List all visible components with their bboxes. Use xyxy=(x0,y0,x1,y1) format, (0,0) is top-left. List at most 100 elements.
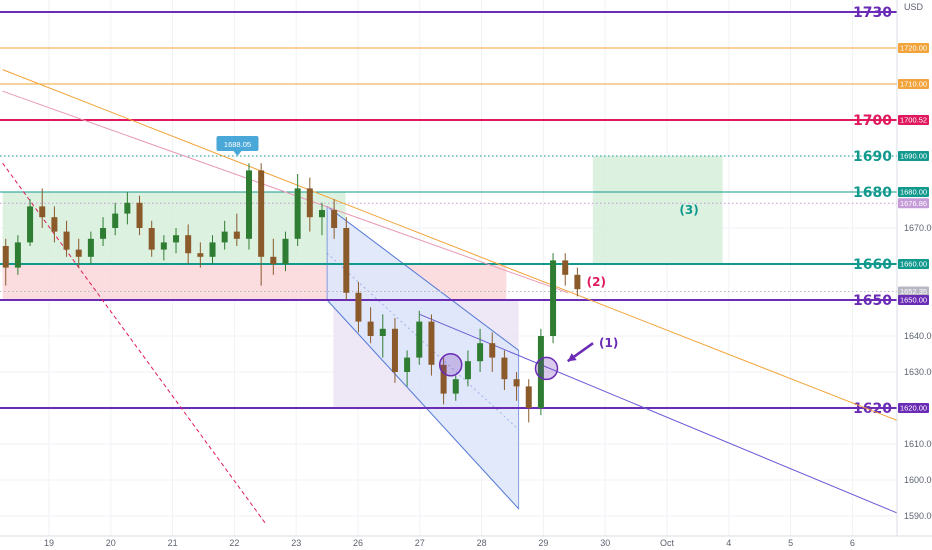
time-tick-label: 22 xyxy=(229,538,239,548)
price-tag-text: 1720.00 xyxy=(900,44,927,53)
highlight-circle xyxy=(534,356,559,381)
candle-body xyxy=(367,321,374,336)
level-label-1690: 1690 xyxy=(853,149,892,165)
candle-body xyxy=(525,386,532,408)
candle-body xyxy=(87,238,94,257)
price-tag-box xyxy=(898,79,929,89)
candle-body xyxy=(477,343,484,362)
candle-body xyxy=(221,231,228,243)
candle-body xyxy=(452,379,459,394)
candle-body xyxy=(416,321,423,358)
pink-trendline xyxy=(2,90,569,294)
price-tag-text: 1680.00 xyxy=(900,188,927,197)
candle-body xyxy=(112,213,119,228)
annotation-label: (2) xyxy=(587,275,606,289)
level-label-1660: 1660 xyxy=(853,257,892,273)
price-tick-label: 1610.00 xyxy=(904,439,932,449)
candle-body xyxy=(489,343,496,358)
levels-layer: 1730 1700 1690 1680 1660 1650 1620 xyxy=(0,5,897,417)
candle-body xyxy=(391,328,398,372)
candle-body xyxy=(173,235,180,243)
price-tag-text: 1660.00 xyxy=(900,260,927,269)
candle-body xyxy=(343,228,350,293)
annotation-label: (3) xyxy=(679,203,698,217)
price-tag-box xyxy=(898,115,929,125)
time-axis-background xyxy=(0,536,932,550)
price-tick-label: 1640.00 xyxy=(904,331,932,341)
candle-body xyxy=(513,379,520,387)
price-tick-label: 1590.00 xyxy=(904,511,932,521)
candle-body xyxy=(2,246,9,268)
candle-body xyxy=(245,170,252,239)
candle-body xyxy=(39,206,46,218)
price-tag-text: 1710.00 xyxy=(900,80,927,89)
annotation-label: (1) xyxy=(599,336,618,350)
level-label-1680: 1680 xyxy=(853,185,892,201)
price-tag-text: 1676.86 xyxy=(900,199,927,208)
candle-body xyxy=(51,217,58,232)
price-tag-text: 1650.00 xyxy=(900,296,927,305)
price-tag-box xyxy=(898,198,929,209)
time-tick-label: 26 xyxy=(353,538,363,548)
price-tick-label: 1600.00 xyxy=(904,475,932,485)
candle-body xyxy=(550,260,557,336)
candle-body xyxy=(404,357,411,372)
time-tick-label: Oct xyxy=(660,538,675,548)
orange-trendline xyxy=(2,69,932,435)
time-tick-label: 27 xyxy=(415,538,425,548)
candle-body xyxy=(233,231,240,239)
channel-mid-line xyxy=(326,252,519,430)
annotations-layer: 1688.05 (1) (2) (3) xyxy=(216,136,699,381)
level-label-1650: 1650 xyxy=(853,293,892,309)
currency-label: USD xyxy=(904,2,924,12)
candle-body xyxy=(148,228,155,250)
candle-body xyxy=(14,242,21,268)
candle-body xyxy=(197,253,204,257)
red-dashed-trendline xyxy=(2,162,266,524)
candle-body xyxy=(318,210,325,218)
candle-body xyxy=(562,260,569,275)
price-callout-pointer xyxy=(233,151,242,157)
price-axis[interactable]: USD 1720.00 1710.00 1700.52 1690.00 1680.00 1… xyxy=(896,0,932,536)
candle-body xyxy=(331,210,338,228)
highlight-circle xyxy=(438,353,463,377)
candle-body xyxy=(464,361,471,380)
price-callout-text: 1688.05 xyxy=(224,140,251,149)
level-label-1730: 1730 xyxy=(853,5,892,21)
level-label-1700: 1700 xyxy=(853,113,892,129)
candle-body xyxy=(282,238,289,264)
level-label-1620: 1620 xyxy=(853,401,892,417)
time-tick-label: 5 xyxy=(788,538,793,548)
price-tag-box xyxy=(898,43,929,53)
price-tag-text: 1620.00 xyxy=(900,404,927,413)
price-tag-text: 1700.52 xyxy=(900,116,927,125)
candle-body xyxy=(537,336,544,408)
price-tag-text: 1652.35 xyxy=(900,287,927,296)
candle-body xyxy=(185,235,192,254)
time-tick-label: 4 xyxy=(726,538,731,548)
price-tag-box xyxy=(898,187,929,197)
time-tick-label: 20 xyxy=(106,538,116,548)
time-tick-label: 29 xyxy=(538,538,548,548)
channel-lower-line xyxy=(326,299,520,510)
price-tag-box xyxy=(898,403,929,413)
time-tick-label: 21 xyxy=(168,538,178,548)
candle-body xyxy=(379,328,386,336)
candle-body xyxy=(574,274,581,290)
candle-body xyxy=(355,292,362,322)
candle-body xyxy=(501,357,508,380)
time-tick-label: 6 xyxy=(850,538,855,548)
price-tag-box xyxy=(898,286,929,297)
candle-body xyxy=(75,249,82,257)
price-callout-box xyxy=(216,136,259,152)
candle-body xyxy=(209,242,216,257)
price-tag-box xyxy=(898,295,929,305)
price-tag-box xyxy=(898,259,929,269)
time-axis[interactable]: 19 20 21 22 23 26 27 28 29 30 Oct 4 5 6 xyxy=(0,535,932,550)
candles-layer[interactable] xyxy=(2,163,581,423)
time-tick-label: 30 xyxy=(600,538,610,548)
candle-body xyxy=(124,202,131,214)
time-tick-label: 23 xyxy=(291,538,301,548)
time-tick-label: 19 xyxy=(44,538,54,548)
